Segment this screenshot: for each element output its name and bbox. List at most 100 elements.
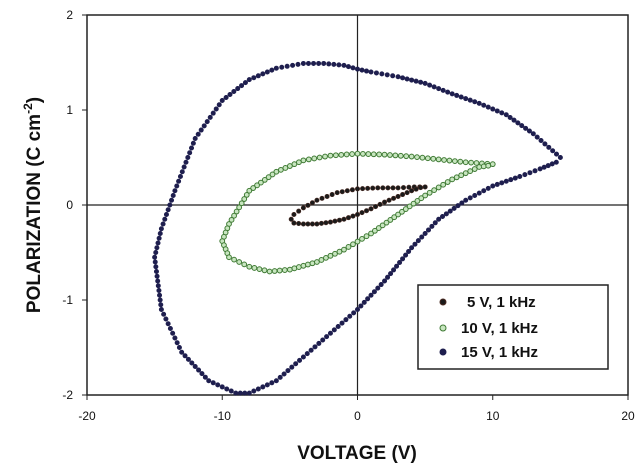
data-point [359, 210, 365, 216]
data-point [273, 65, 279, 71]
data-point [550, 148, 556, 154]
data-point [289, 364, 295, 370]
data-point [174, 183, 180, 189]
data-point [542, 141, 548, 147]
data-point [454, 92, 460, 98]
data-point [318, 257, 325, 263]
data-point [391, 214, 398, 221]
data-point [443, 211, 449, 217]
data-point [265, 174, 272, 181]
data-point [365, 151, 372, 157]
data-point [246, 187, 253, 194]
data-point [255, 73, 261, 79]
data-point [440, 214, 446, 220]
data-point [376, 151, 383, 158]
data-point [397, 260, 403, 266]
data-point [404, 190, 410, 196]
data-point [360, 186, 366, 192]
data-point [210, 380, 216, 386]
data-point [331, 61, 337, 67]
data-point [293, 361, 299, 367]
data-point [430, 155, 437, 162]
data-point [390, 185, 396, 191]
data-point [316, 154, 323, 161]
data-point [243, 192, 250, 198]
data-point [522, 172, 528, 178]
data-point [285, 368, 291, 374]
data-point [472, 99, 478, 105]
data-point [419, 154, 426, 161]
data-point [192, 363, 198, 369]
data-point [224, 386, 230, 392]
data-point [312, 344, 318, 350]
data-point [201, 123, 207, 129]
data-point [532, 168, 538, 174]
data-point [324, 334, 330, 340]
data-point [408, 153, 415, 160]
data-point [152, 259, 158, 265]
data-point [192, 136, 198, 142]
data-point [251, 75, 257, 81]
data-point [418, 195, 425, 202]
data-point [373, 204, 379, 210]
data-point [305, 221, 311, 227]
data-point [165, 207, 171, 213]
data-point [349, 187, 355, 193]
data-point [370, 185, 376, 191]
data-point [418, 79, 424, 85]
data-point [441, 157, 447, 163]
data-point [463, 96, 469, 102]
data-point [316, 340, 322, 346]
data-point [364, 208, 370, 214]
data-point [413, 78, 419, 84]
data-point [250, 185, 257, 191]
data-point [324, 193, 330, 199]
data-point [183, 159, 189, 165]
data-point [345, 64, 351, 70]
data-point [415, 238, 421, 244]
data-point [322, 153, 328, 160]
data-point [481, 188, 487, 194]
data-point [358, 303, 364, 309]
data-point [311, 155, 318, 162]
data-point [485, 162, 492, 169]
data-point [157, 292, 163, 298]
data-point [395, 74, 401, 80]
legend: 5 V, 1 kHz 10 V, 1 kHz 15 V, 1 kHz [417, 284, 609, 370]
data-point [276, 267, 283, 274]
data-point [260, 384, 266, 390]
data-point [440, 87, 446, 93]
data-point [365, 296, 371, 302]
data-point [391, 267, 397, 273]
data-point [271, 268, 278, 274]
data-point [526, 128, 532, 134]
data-point [459, 200, 465, 206]
data-point [309, 200, 315, 206]
data-point [165, 321, 171, 327]
data-point [189, 145, 195, 151]
data-point [254, 182, 260, 189]
data-point [153, 264, 159, 270]
y-tick-label: -2 [62, 388, 73, 402]
data-point [422, 231, 428, 237]
data-point [185, 155, 191, 161]
data-point [281, 267, 288, 273]
data-point [300, 354, 306, 360]
data-point [383, 219, 390, 226]
data-point [332, 218, 338, 224]
data-point [406, 248, 412, 254]
data-point [527, 170, 533, 176]
data-point [231, 89, 237, 95]
data-point [512, 175, 518, 181]
data-point [170, 193, 176, 199]
data-point [485, 104, 491, 110]
data-point [305, 202, 311, 208]
data-point [320, 337, 326, 343]
data-point [354, 150, 361, 157]
data-point [231, 256, 237, 263]
y-tick-label: -1 [62, 293, 73, 307]
data-point [515, 120, 521, 126]
data-point [251, 265, 258, 271]
data-point [343, 151, 350, 158]
data-point [300, 60, 306, 66]
